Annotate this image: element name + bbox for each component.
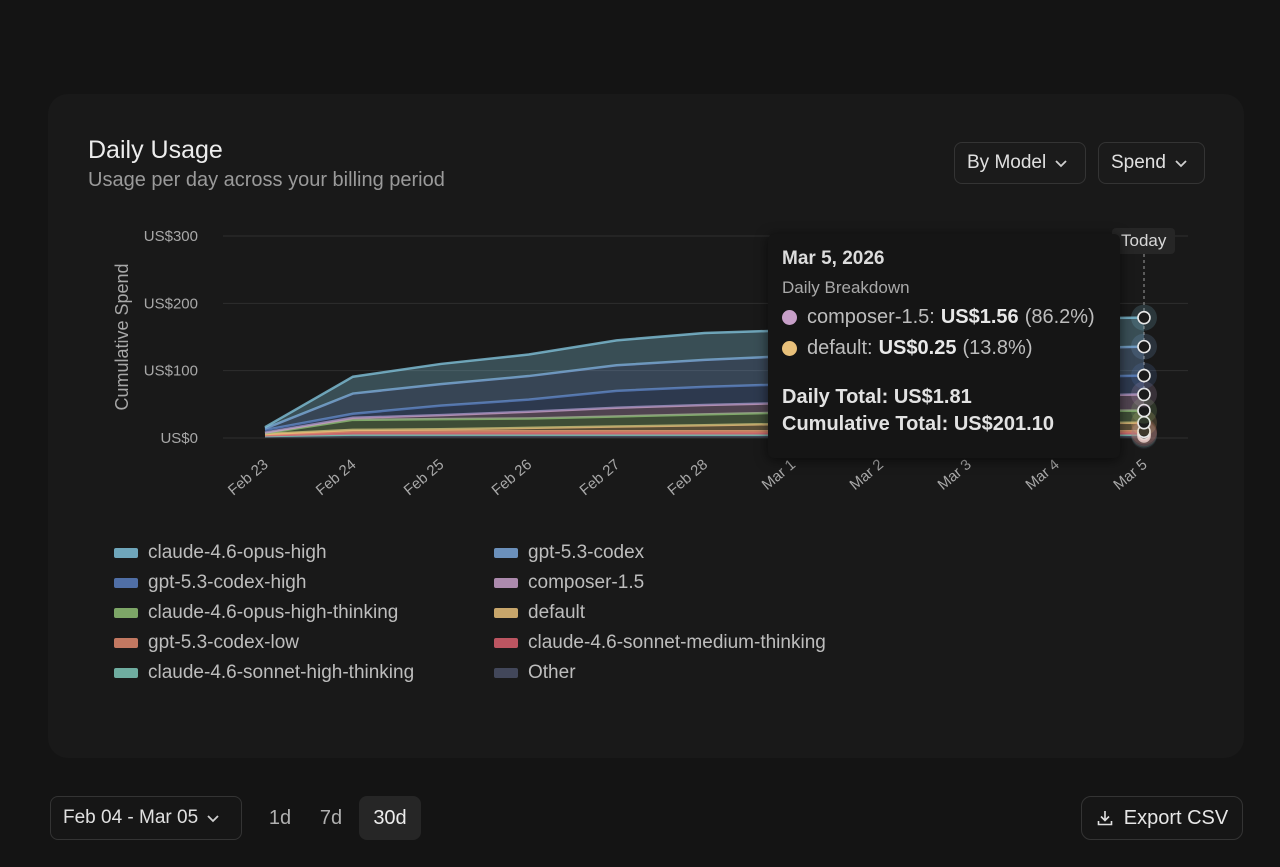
legend-swatch	[114, 577, 138, 588]
date-range-select[interactable]: Feb 04 - Mar 05	[50, 796, 242, 840]
legend-item[interactable]: Other	[494, 661, 874, 684]
x-tick-label: Feb 27	[576, 456, 623, 499]
export-csv-button[interactable]: Export CSV	[1081, 796, 1243, 840]
x-tick-label: Feb 25	[401, 456, 448, 499]
tooltip-row-composer: composer-1.5: US$1.56 (86.2%)	[782, 306, 1106, 329]
legend-label: composer-1.5	[528, 571, 645, 593]
legend-item[interactable]: claude-4.6-opus-high-thinking	[114, 601, 494, 624]
export-csv-label: Export CSV	[1123, 806, 1229, 829]
tooltip-cumulative-total: Cumulative Total: US$201.10	[782, 413, 1054, 435]
daily-usage-card: Daily Usage Usage per day across your bi…	[48, 94, 1244, 758]
x-tick-label: Feb 24	[313, 456, 360, 499]
chevron-down-icon	[1055, 160, 1067, 168]
card-title: Daily Usage	[88, 136, 223, 164]
legend-label: default	[528, 601, 586, 623]
tooltip-row-value: US$0.25	[878, 337, 957, 359]
data-point-gpt-5.3-codex-high	[1137, 368, 1151, 383]
period-30d-button[interactable]: 30d	[359, 796, 421, 840]
tooltip-row-label: composer-1.5:	[807, 306, 935, 328]
x-tick-label: Mar 3	[934, 456, 974, 494]
legend-swatch	[114, 607, 138, 618]
legend-label: gpt-5.3-codex-low	[148, 631, 300, 653]
legend-swatch	[494, 577, 518, 588]
legend-swatch	[114, 637, 138, 648]
x-tick-label: Feb 28	[664, 456, 711, 499]
tooltip-row-pct: (86.2%)	[1024, 306, 1095, 328]
y-tick-label: US$300	[144, 228, 198, 245]
x-tick-label: Mar 4	[1022, 456, 1062, 494]
tooltip-dot	[782, 310, 797, 325]
legend-item[interactable]: gpt-5.3-codex-low	[114, 631, 494, 654]
legend-item[interactable]: composer-1.5	[494, 571, 874, 594]
tooltip-subtitle: Daily Breakdown	[782, 278, 910, 297]
data-point-composer-1.5	[1137, 387, 1151, 402]
group-by-label: By Model	[967, 152, 1047, 173]
chart-tooltip: Mar 5, 2026 Daily Breakdown composer-1.5…	[768, 234, 1120, 458]
legend-swatch	[114, 547, 138, 558]
legend-item[interactable]: claude-4.6-opus-high	[114, 541, 494, 564]
group-by-dropdown[interactable]: By Model	[954, 142, 1086, 184]
date-range-label: Feb 04 - Mar 05	[63, 807, 199, 828]
y-tick-label: US$100	[144, 363, 198, 380]
legend-label: claude-4.6-sonnet-medium-thinking	[528, 631, 826, 653]
tooltip-daily-total: Daily Total: US$1.81	[782, 386, 972, 408]
chart-legend: claude-4.6-opus-high gpt-5.3-codex gpt-5.3…	[114, 541, 914, 684]
download-icon	[1097, 811, 1113, 826]
data-point-claude-4.6-opus-high	[1137, 310, 1151, 325]
tooltip-row-default: default: US$0.25 (13.8%)	[782, 337, 1106, 360]
x-tick-label: Mar 1	[759, 456, 799, 494]
tooltip-row-label: default:	[807, 337, 873, 359]
chevron-down-icon	[1175, 160, 1187, 168]
legend-swatch	[114, 667, 138, 678]
tooltip-dot	[782, 341, 797, 356]
metric-label: Spend	[1111, 152, 1166, 173]
tooltip-row-value: US$1.56	[940, 306, 1019, 328]
legend-label: gpt-5.3-codex	[528, 541, 645, 563]
legend-item[interactable]: gpt-5.3-codex	[494, 541, 874, 564]
tooltip-row-pct: (13.8%)	[962, 337, 1033, 359]
legend-swatch	[494, 637, 518, 648]
legend-label: gpt-5.3-codex-high	[148, 571, 307, 593]
today-badge: Today	[1112, 228, 1176, 254]
x-tick-label: Feb 23	[225, 456, 272, 499]
y-tick-label: US$0	[160, 430, 198, 447]
legend-item[interactable]: gpt-5.3-codex-high	[114, 571, 494, 594]
legend-item[interactable]: default	[494, 601, 874, 624]
legend-label: claude-4.6-opus-high-thinking	[148, 601, 399, 623]
tooltip-date: Mar 5, 2026	[782, 248, 885, 269]
x-tick-label: Mar 2	[847, 456, 887, 494]
chevron-down-icon	[207, 815, 219, 823]
legend-swatch	[494, 667, 518, 678]
period-7d-button[interactable]: 7d	[319, 806, 343, 829]
y-tick-label: US$200	[144, 295, 198, 312]
y-axis-label: Cumulative Spend	[112, 263, 132, 410]
data-point-claude-4.6-opus-high-thinking	[1137, 403, 1151, 418]
legend-swatch	[494, 607, 518, 618]
legend-label: Other	[528, 661, 576, 683]
x-tick-label: Feb 26	[489, 456, 536, 499]
legend-swatch	[494, 547, 518, 558]
legend-item[interactable]: claude-4.6-sonnet-high-thinking	[114, 661, 494, 684]
legend-label: claude-4.6-opus-high	[148, 541, 327, 563]
period-1d-button[interactable]: 1d	[268, 806, 292, 829]
legend-label: claude-4.6-sonnet-high-thinking	[148, 661, 415, 683]
legend-item[interactable]: claude-4.6-sonnet-medium-thinking	[494, 631, 874, 654]
x-tick-label: Mar 5	[1110, 456, 1150, 494]
metric-dropdown[interactable]: Spend	[1098, 142, 1205, 184]
data-point-gpt-5.3-codex	[1137, 339, 1151, 354]
card-subtitle: Usage per day across your billing period	[88, 169, 445, 191]
